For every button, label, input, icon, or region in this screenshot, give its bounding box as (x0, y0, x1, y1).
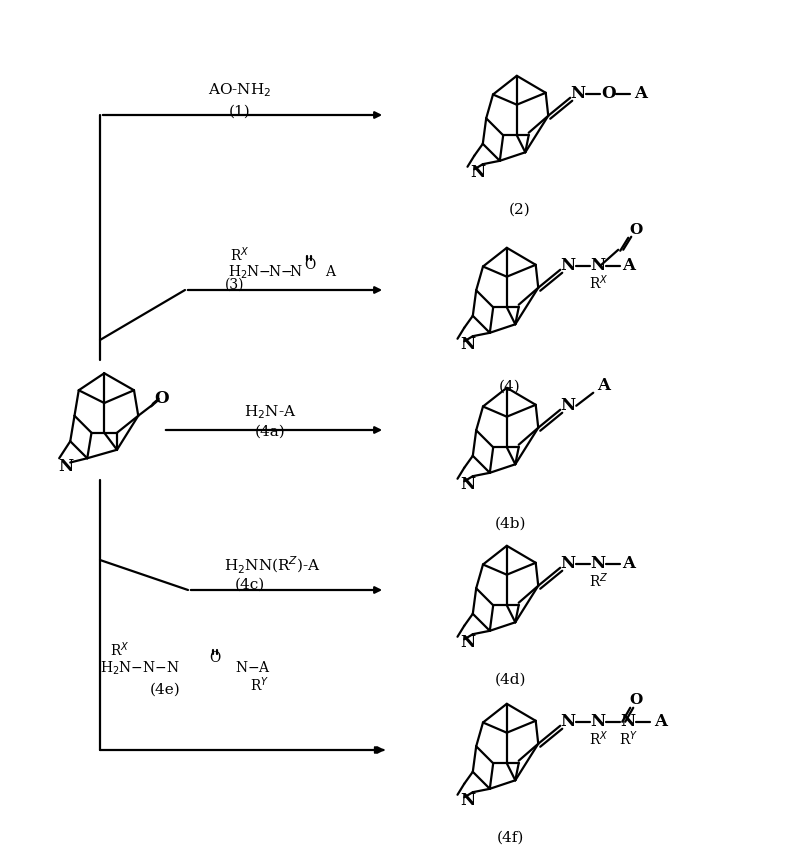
Text: R$^X$: R$^X$ (589, 729, 608, 748)
Text: N: N (460, 792, 475, 809)
Text: O: O (601, 85, 615, 102)
Text: R$^X$: R$^X$ (110, 641, 130, 660)
Text: O: O (154, 390, 170, 407)
Text: N: N (561, 555, 576, 572)
Text: O: O (304, 258, 316, 272)
Text: R$^Y$: R$^Y$ (250, 676, 270, 694)
Text: (4a): (4a) (254, 425, 286, 439)
Text: R$^Y$: R$^Y$ (618, 729, 638, 748)
Text: N$-$A: N$-$A (235, 661, 271, 675)
Text: N: N (590, 257, 606, 274)
Text: N: N (460, 476, 475, 493)
Text: A: A (622, 555, 634, 572)
Text: N: N (460, 336, 475, 353)
Text: N: N (590, 555, 606, 572)
Text: O: O (210, 651, 221, 665)
Text: N: N (561, 257, 576, 274)
Text: A: A (654, 713, 666, 730)
Text: (4): (4) (499, 380, 521, 394)
Text: (4f): (4f) (496, 831, 524, 845)
Text: (4d): (4d) (494, 673, 526, 687)
Text: N: N (621, 713, 636, 730)
Text: N: N (561, 713, 576, 730)
Text: N: N (460, 634, 475, 651)
Text: (2): (2) (509, 203, 531, 217)
Text: N: N (561, 397, 576, 414)
Text: H$_2$N-A: H$_2$N-A (244, 403, 296, 421)
Text: R$^X$: R$^X$ (230, 246, 250, 265)
Text: (1): (1) (229, 105, 251, 119)
Text: (4e): (4e) (150, 683, 180, 697)
Text: (3): (3) (226, 278, 245, 292)
Text: H$_2$N$-$N$-$N: H$_2$N$-$N$-$N (100, 660, 180, 677)
Text: N: N (570, 85, 586, 102)
Text: N: N (470, 164, 486, 181)
Text: R$^X$: R$^X$ (589, 273, 608, 292)
Text: H$_2$NN(R$^Z$)-A: H$_2$NN(R$^Z$)-A (223, 554, 321, 576)
Text: A: A (622, 257, 634, 274)
Text: N: N (590, 713, 606, 730)
Text: A: A (325, 265, 335, 279)
Text: O: O (630, 692, 643, 707)
Text: R$^Z$: R$^Z$ (589, 571, 608, 590)
Text: A: A (634, 85, 646, 102)
Text: (4b): (4b) (494, 517, 526, 531)
Text: N: N (58, 458, 74, 475)
Text: A: A (597, 377, 610, 394)
Text: O: O (630, 222, 643, 237)
Text: H$_2$N$-\!$N$-\!$N: H$_2$N$-\!$N$-\!$N (228, 264, 303, 281)
Text: AO-NH$_2$: AO-NH$_2$ (208, 81, 272, 99)
Text: (4c): (4c) (235, 578, 265, 592)
